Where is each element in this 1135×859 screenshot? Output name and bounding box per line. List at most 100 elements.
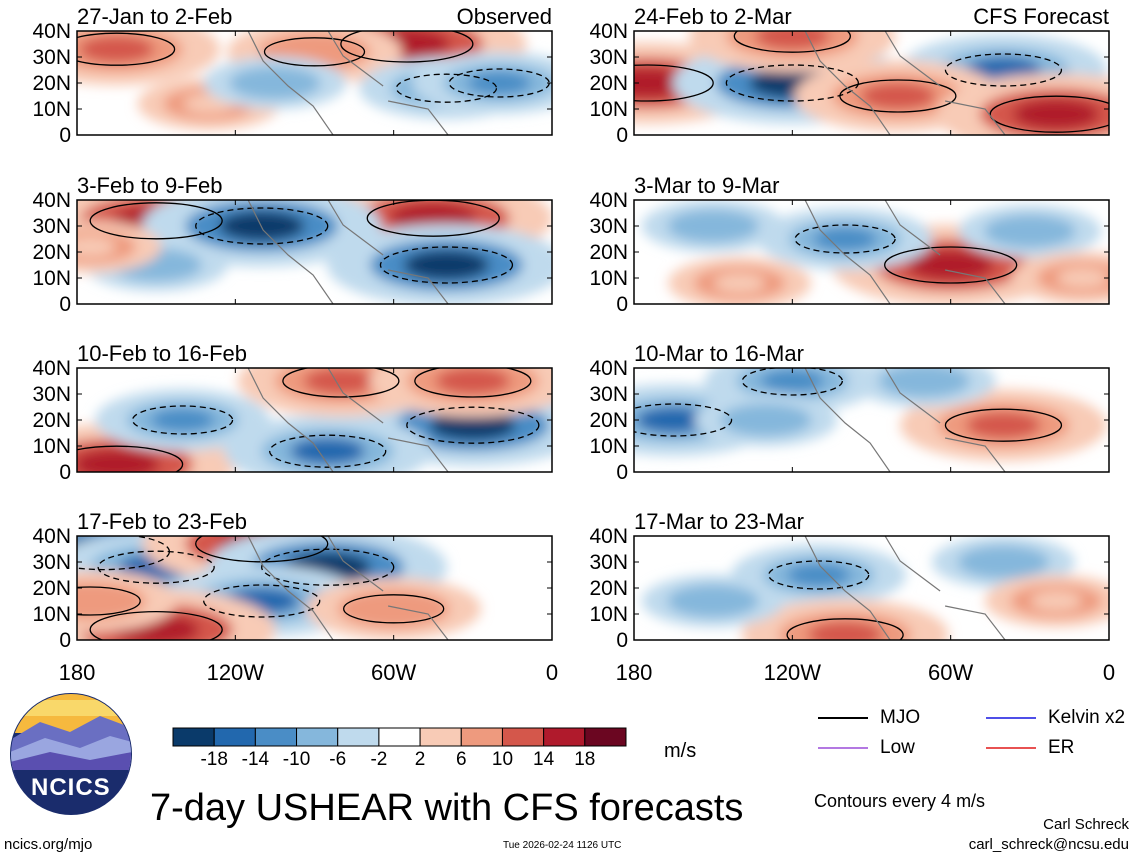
colorbar-swatch [213,727,256,747]
latitude-tick-label: 30N [32,551,71,574]
latitude-tick-label: 40N [32,525,71,548]
panel-period-title: 3-Feb to 9-Feb [77,173,223,198]
latitude-tick-label: 0 [616,629,628,652]
mjo-contour [89,202,223,240]
latitude-tick-label: 20N [589,409,628,432]
latitude-tick-label: 10N [32,98,71,121]
mjo-contour [89,610,223,640]
longitude-tick-label: 0 [1102,660,1116,685]
mjo-contour [989,95,1109,133]
latitude-tick-label: 0 [616,293,628,316]
panel-period-title: 17-Feb to 23-Feb [77,509,247,534]
latitude-tick-label: 30N [589,46,628,69]
colorbar-tick-label: -6 [329,749,347,770]
colorbar-swatch [419,727,462,747]
mjo-contour [406,406,540,444]
map-panel [633,199,1110,305]
colorbar-tick-label: 10 [491,749,514,770]
mjo-contour [131,405,234,435]
mjo-contour [884,246,1018,284]
panel-period-title: 10-Feb to 16-Feb [77,341,247,366]
latitude-tick-label: 10N [589,603,628,626]
legend-label: ER [1048,737,1075,758]
mjo-contour [733,31,851,53]
colorbar-tick-label: -18 [200,749,228,770]
forecast-label: CFS Forecast [973,4,1109,29]
mjo-contour [195,207,329,245]
colorbar-swatch [460,727,503,747]
colorbar-tick-label: -2 [370,749,388,770]
latitude-tick-label: 0 [59,461,71,484]
shear-anomaly [636,406,711,434]
mjo-contour [786,618,904,640]
latitude-tick-label: 20N [589,72,628,95]
coastline [247,536,449,640]
mjo-contour [944,53,1063,87]
shear-anomaly [403,249,490,281]
colorbar-swatch [378,727,421,747]
shear-anomaly [77,589,122,613]
map-panel [633,367,1110,473]
latitude-tick-label: 40N [589,525,628,548]
footer-timestamp: Tue 2026-02-24 1126 UTC [503,840,622,851]
latitude-tick-label: 10N [589,98,628,121]
mjo-contour [203,584,321,618]
logo-text: NCICS [31,774,111,801]
observed-label: Observed [456,4,552,29]
map-panel [76,367,553,473]
shear-anomaly [1013,99,1100,130]
footer-email[interactable]: carl_schreck@ncsu.edu [968,836,1129,853]
longitude-tick-label: 60W [928,660,974,685]
latitude-tick-label: 20N [32,241,71,264]
mjo-contour [97,550,215,584]
coastline [247,200,449,304]
colorbar-tick-label: 14 [533,749,555,770]
shear-anomaly [860,82,936,110]
mjo-contour [343,594,445,624]
coastline [804,536,1006,640]
latitude-tick-label: 10N [589,267,628,290]
latitude-tick-label: 30N [32,383,71,406]
mjo-contour [77,445,184,472]
colorbar-tick-label: -14 [241,749,270,770]
mjo-contour [741,368,843,396]
mjo-contour [195,536,329,563]
map-panel [76,30,553,136]
mjo-contour [269,434,387,468]
panel-period-title: 17-Mar to 23-Mar [634,509,804,534]
latitude-tick-label: 30N [32,215,71,238]
shear-anomaly [977,552,1030,572]
latitude-tick-label: 0 [59,629,71,652]
shear-anomaly [687,591,739,611]
longitude-tick-label: 180 [615,660,653,685]
legend-label: Low [880,737,915,758]
mjo-contour [634,64,714,102]
coastline [804,368,1006,472]
mjo-contour [768,560,870,590]
latitude-tick-label: 20N [32,72,71,95]
colorbar-swatch [254,727,298,747]
shear-anomaly [898,371,951,391]
mjo-contour [414,368,532,398]
mjo-contour [839,79,957,113]
shear-anomaly [787,563,851,587]
latitude-tick-label: 20N [589,577,628,600]
latitude-tick-label: 0 [59,293,71,316]
mjo-contour [282,368,400,398]
latitude-tick-label: 20N [32,409,71,432]
shear-anomaly [755,31,830,50]
latitude-tick-label: 40N [32,357,71,380]
contour-note: Contours every 4 m/s [814,791,986,811]
colorbar-swatch [543,727,586,747]
map-panel [633,30,1110,136]
shear-anomaly [290,437,365,465]
colorbar-tick-label: 6 [455,749,467,770]
shear-anomaly [467,71,531,95]
longitude-tick-label: 120W [206,660,265,685]
shear-anomaly [1030,591,1082,611]
mjo-contour [263,37,366,67]
shear-anomaly [435,368,511,395]
footer-url[interactable]: ncics.org/mjo [4,836,93,853]
latitude-tick-label: 10N [589,435,628,458]
latitude-tick-label: 40N [32,189,71,212]
